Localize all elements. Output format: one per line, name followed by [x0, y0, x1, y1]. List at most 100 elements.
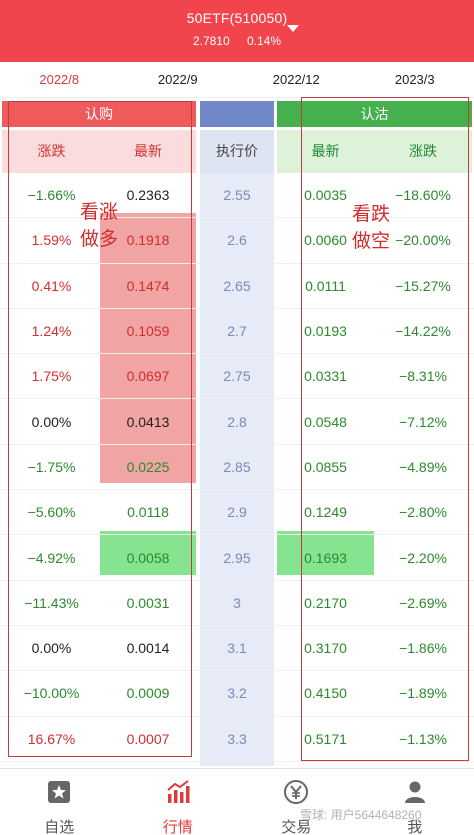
put-last-header[interactable]: 最新 [277, 130, 374, 173]
call-change-cell: −4.92% [27, 549, 76, 566]
put-change-cell: −15.27% [395, 277, 451, 294]
strike-cell: 2.8 [227, 413, 247, 430]
table-row[interactable]: −4.92% 0.0058 2.95 0.1693 −2.20% [0, 535, 474, 581]
put-group-header: 认沽 [277, 101, 472, 127]
strike-cell: 2.7 [227, 323, 247, 340]
put-last-cell: 0.4150 [304, 685, 347, 702]
put-change-cell: −1.13% [399, 730, 447, 747]
watermark: 雪球: 用户5644648260 [300, 808, 422, 822]
expiry-tabs: 2022/8 2022/9 2022/12 2023/3 [0, 62, 474, 98]
nav-me[interactable]: 我 [356, 769, 474, 835]
tab-expiry-3[interactable]: 2022/12 [272, 72, 320, 87]
call-last-cell: 0.2363 [126, 187, 170, 204]
strike-cell: 3 [233, 594, 241, 611]
call-last-cell: 0.0697 [126, 368, 170, 385]
table-row[interactable]: −10.00% 0.0009 3.2 0.4150 −1.89% [0, 671, 474, 717]
nav-label: 自选 [44, 819, 75, 835]
strike-cell: 2.95 [223, 549, 251, 566]
call-last-cell: 0.0007 [126, 730, 170, 747]
nav-label: 行情 [162, 819, 193, 835]
strike-cell: 3.2 [227, 685, 247, 702]
strike-cell: 3.1 [227, 640, 247, 657]
call-atm-highlight [100, 531, 196, 575]
table-row[interactable]: 0.00% 0.0014 3.1 0.3170 −1.86% [0, 626, 474, 672]
put-last-cell: 0.3170 [304, 640, 347, 657]
call-change-cell: 0.41% [31, 277, 72, 294]
call-last-cell: 0.0413 [126, 413, 170, 430]
call-last-header[interactable]: 最新 [100, 130, 196, 173]
strike-group-header [200, 101, 274, 127]
call-change-cell: −1.66% [27, 187, 76, 204]
put-annotation-box [301, 97, 469, 761]
put-last-cell: 0.0035 [304, 187, 347, 204]
call-group-header: 认购 [2, 101, 196, 127]
call-change-header[interactable]: 涨跌 [2, 130, 101, 173]
table-row[interactable]: 0.41% 0.1474 2.65 0.0111 −15.27% [0, 264, 474, 309]
call-highlight [100, 213, 196, 483]
underlying-title[interactable]: 50ETF(510050) [186, 10, 288, 26]
put-last-cell: 0.0060 [304, 232, 347, 249]
put-change-cell: −18.60% [395, 187, 451, 204]
call-last-cell: 0.0225 [126, 458, 170, 475]
put-change-cell: −1.89% [399, 685, 447, 702]
table-row[interactable]: 16.67% 0.0007 3.3 0.5171 −1.13% [0, 717, 474, 762]
put-change-cell: −8.31% [399, 368, 447, 385]
call-change-cell: 1.75% [31, 368, 72, 385]
nav-trade[interactable]: 交易 [237, 769, 356, 835]
put-last-cell: 0.2170 [304, 594, 347, 611]
put-last-cell: 0.0111 [305, 277, 346, 294]
bottom-nav: 自选 行情 交易 我 [0, 768, 474, 835]
strike-column-background [200, 173, 274, 766]
user-icon [404, 781, 425, 803]
table-row[interactable]: −5.60% 0.0118 2.9 0.1249 −2.80% [0, 490, 474, 536]
chevron-down-icon[interactable] [287, 25, 299, 32]
annotation-put-1: 看跌 [352, 204, 391, 225]
tab-expiry-1[interactable]: 2022/8 [39, 72, 80, 87]
nav-market[interactable]: 行情 [119, 769, 238, 835]
tab-expiry-4[interactable]: 2023/3 [394, 72, 435, 87]
put-last-cell: 0.0548 [304, 413, 347, 430]
table-row[interactable]: 1.59% 0.1918 2.6 0.0060 −20.00% [0, 218, 474, 264]
underlying-price: 2.7810 [192, 34, 230, 48]
put-last-cell: 0.5171 [304, 730, 347, 747]
tab-expiry-2[interactable]: 2022/9 [157, 72, 198, 87]
strike-cell: 2.6 [227, 232, 247, 249]
put-last-cell: 0.0855 [304, 458, 347, 475]
nav-label: 我 [407, 819, 423, 835]
chart-icon [167, 780, 190, 803]
yen-icon [284, 780, 309, 804]
table-row[interactable]: −11.43% 0.0031 3 0.2170 −2.69% [0, 581, 474, 626]
table-row[interactable]: 0.00% 0.0413 2.8 0.0548 −7.12% [0, 399, 474, 445]
table-row[interactable]: 1.24% 0.1059 2.7 0.0193 −14.22% [0, 309, 474, 355]
put-change-cell: −7.12% [399, 413, 447, 430]
option-chain: −1.66% 0.2363 2.55 0.0035 −18.60% 1.59% 0.1918… [0, 173, 474, 762]
strike-cell: 2.85 [223, 458, 251, 475]
table-row[interactable]: −1.66% 0.2363 2.55 0.0035 −18.60% [0, 173, 474, 219]
star-icon [48, 781, 71, 803]
strike-cell: 2.9 [227, 504, 247, 521]
call-last-cell: 0.0118 [127, 504, 169, 521]
put-last-cell: 0.1249 [304, 504, 347, 521]
call-last-cell: 0.1918 [126, 232, 170, 249]
put-change-cell: −14.22% [395, 323, 451, 340]
put-change-cell: −2.20% [399, 549, 447, 566]
put-change-cell: −2.80% [399, 504, 447, 521]
app-header: 50ETF(510050) 2.7810 0.14% [0, 0, 474, 62]
strike-header: 执行价 [200, 130, 274, 173]
put-last-cell: 0.0331 [304, 368, 347, 385]
put-last-cell: 0.0193 [304, 323, 347, 340]
table-row[interactable]: 1.75% 0.0697 2.75 0.0331 −8.31% [0, 354, 474, 400]
put-change-cell: −2.69% [399, 594, 447, 611]
underlying-change: 0.14% [247, 34, 282, 48]
call-last-cell: 0.1474 [126, 277, 170, 294]
put-change-cell: −20.00% [395, 232, 451, 249]
put-last-cell: 0.1693 [304, 549, 347, 566]
call-change-cell: −1.75% [27, 458, 76, 475]
nav-label: 交易 [281, 819, 312, 835]
put-change-header[interactable]: 涨跌 [374, 130, 472, 173]
put-change-cell: −4.89% [399, 458, 447, 475]
nav-watchlist[interactable]: 自选 [0, 769, 119, 835]
table-row[interactable]: −1.75% 0.0225 2.85 0.0855 −4.89% [0, 445, 474, 491]
call-change-cell: 1.59% [31, 232, 72, 249]
annotation-call-1: 看涨 [80, 202, 119, 223]
